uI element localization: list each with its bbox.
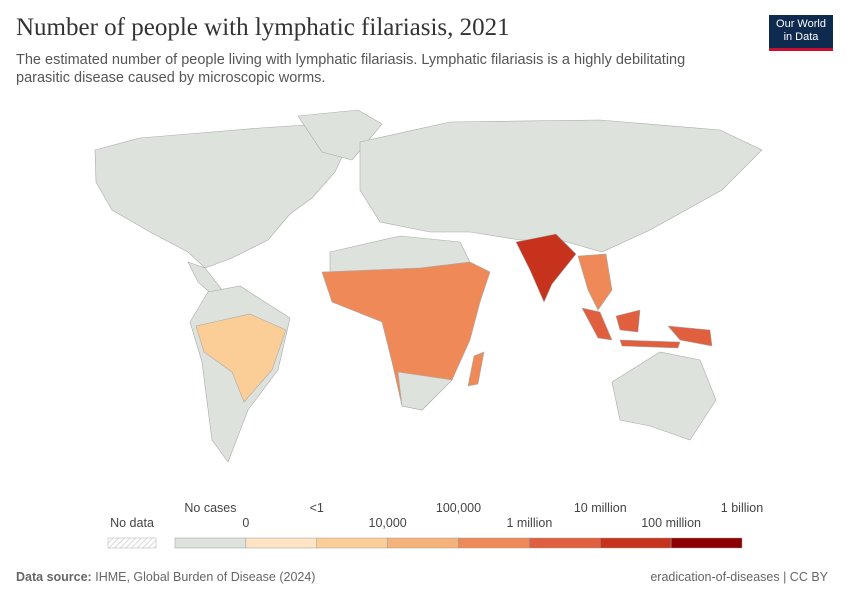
madagascar	[467, 351, 485, 387]
title: Number of people with lymphatic filarias…	[16, 14, 510, 41]
credit[interactable]: eradication-of-diseases | CC BY	[650, 570, 828, 584]
legend-label: No cases	[184, 501, 236, 515]
subtitle: The estimated number of people living wi…	[16, 52, 686, 68]
source-label: Data source:	[16, 570, 92, 584]
legend-label: 1 million	[506, 516, 552, 530]
legend-bin	[670, 537, 743, 549]
legend-label: <1	[310, 501, 324, 515]
subtitle: parasitic disease caused by microscopic …	[16, 70, 326, 86]
legend-label: 100,000	[436, 501, 481, 515]
legend-label: 100 million	[641, 516, 701, 530]
indonesia	[581, 307, 713, 349]
legend-label: 10,000	[369, 516, 407, 530]
north-america	[94, 123, 351, 269]
legend-bin	[316, 537, 388, 549]
eurasia	[359, 119, 763, 253]
legend-bin	[245, 537, 317, 549]
southern-africa	[397, 371, 453, 411]
brazil	[195, 313, 287, 403]
australia	[611, 351, 717, 441]
footer: Data source: IHME, Global Burden of Dise…	[16, 570, 315, 584]
source: IHME, Global Burden of Disease (2024)	[95, 570, 316, 584]
legend-label: 0	[242, 516, 249, 530]
world-map	[94, 109, 763, 463]
legend-bin	[458, 537, 530, 549]
legend-bin	[600, 537, 672, 549]
india	[515, 233, 577, 303]
logo-text: Our World	[776, 18, 826, 30]
logo-text: in Data	[783, 31, 819, 43]
southeast-asia	[577, 253, 613, 311]
logo[interactable]: Our World in Data	[769, 15, 833, 51]
legend-no-data-swatch	[107, 537, 157, 549]
legend-bin	[387, 537, 459, 549]
legend-label: 1 billion	[721, 501, 763, 515]
legend-label: 10 million	[574, 501, 627, 515]
legend-label: No data	[110, 516, 154, 530]
legend-bin	[174, 537, 247, 549]
legend-bin	[529, 537, 601, 549]
